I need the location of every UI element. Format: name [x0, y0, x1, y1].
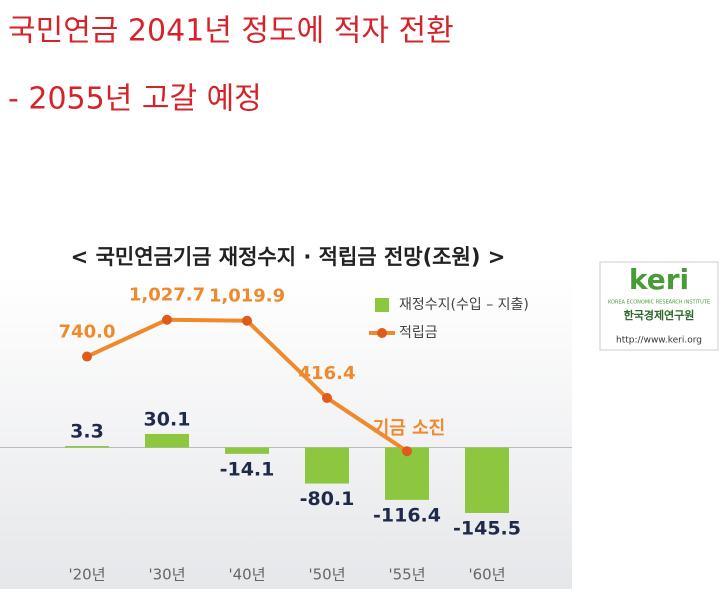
legend-label: 적립금	[399, 325, 438, 341]
bar-label: -80.1	[300, 488, 355, 510]
headline: - 2055년 고갈 예정	[8, 82, 262, 117]
line-label: 416.4	[299, 363, 356, 384]
bar-label: 3.3	[70, 421, 104, 443]
bar	[65, 446, 109, 448]
logo-english: KOREA ECONOMIC RESEARCH INSTITUTE	[608, 300, 710, 306]
bar-label: -116.4	[373, 504, 441, 526]
line-point	[242, 315, 252, 326]
line-label: 740.0	[59, 322, 116, 343]
legend-swatch	[375, 298, 389, 312]
logo-korean: 한국경제연구원	[624, 308, 695, 322]
line-point	[402, 446, 412, 457]
line-point	[322, 392, 332, 403]
x-tick-label: '55년	[388, 566, 425, 584]
x-tick-label: '50년	[308, 566, 345, 584]
bar-label: -145.5	[453, 517, 521, 539]
line-label: 1,027.7	[129, 285, 205, 306]
x-tick-label: '60년	[468, 566, 505, 584]
bar	[305, 447, 349, 484]
bar	[465, 447, 509, 513]
bar	[225, 447, 269, 454]
chart-title: < 국민연금기금 재정수지 · 적립금 전망(조원) >	[71, 245, 506, 269]
x-tick-label: '40년	[228, 566, 265, 584]
legend-label: 재정수지(수입 – 지출)	[399, 297, 529, 313]
bar-label: -14.1	[220, 458, 275, 480]
x-tick-label: '20년	[68, 566, 105, 584]
chart-panel	[0, 275, 572, 589]
logo-brand: keri	[629, 263, 689, 296]
headline: 국민연금 2041년 정도에 적자 전환	[8, 14, 454, 49]
line-point	[82, 351, 92, 362]
legend-swatch	[377, 328, 387, 338]
line-point	[162, 314, 172, 325]
x-tick-label: '30년	[148, 566, 185, 584]
logo-url: http://www.keri.org	[616, 336, 702, 346]
logo-box	[599, 261, 719, 351]
line-label: 1,019.9	[209, 286, 285, 307]
annotation: 기금 소진	[373, 418, 446, 439]
bar-label: 30.1	[144, 408, 191, 430]
bar	[145, 433, 189, 448]
